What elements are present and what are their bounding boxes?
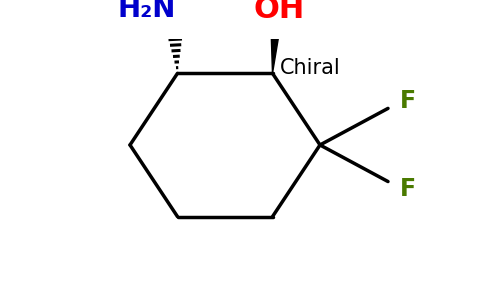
Text: OH: OH (254, 0, 305, 24)
Text: F: F (400, 176, 416, 200)
Text: H₂N: H₂N (117, 0, 176, 23)
Text: F: F (400, 89, 416, 113)
Polygon shape (271, 28, 280, 73)
Text: Chiral: Chiral (280, 58, 340, 78)
